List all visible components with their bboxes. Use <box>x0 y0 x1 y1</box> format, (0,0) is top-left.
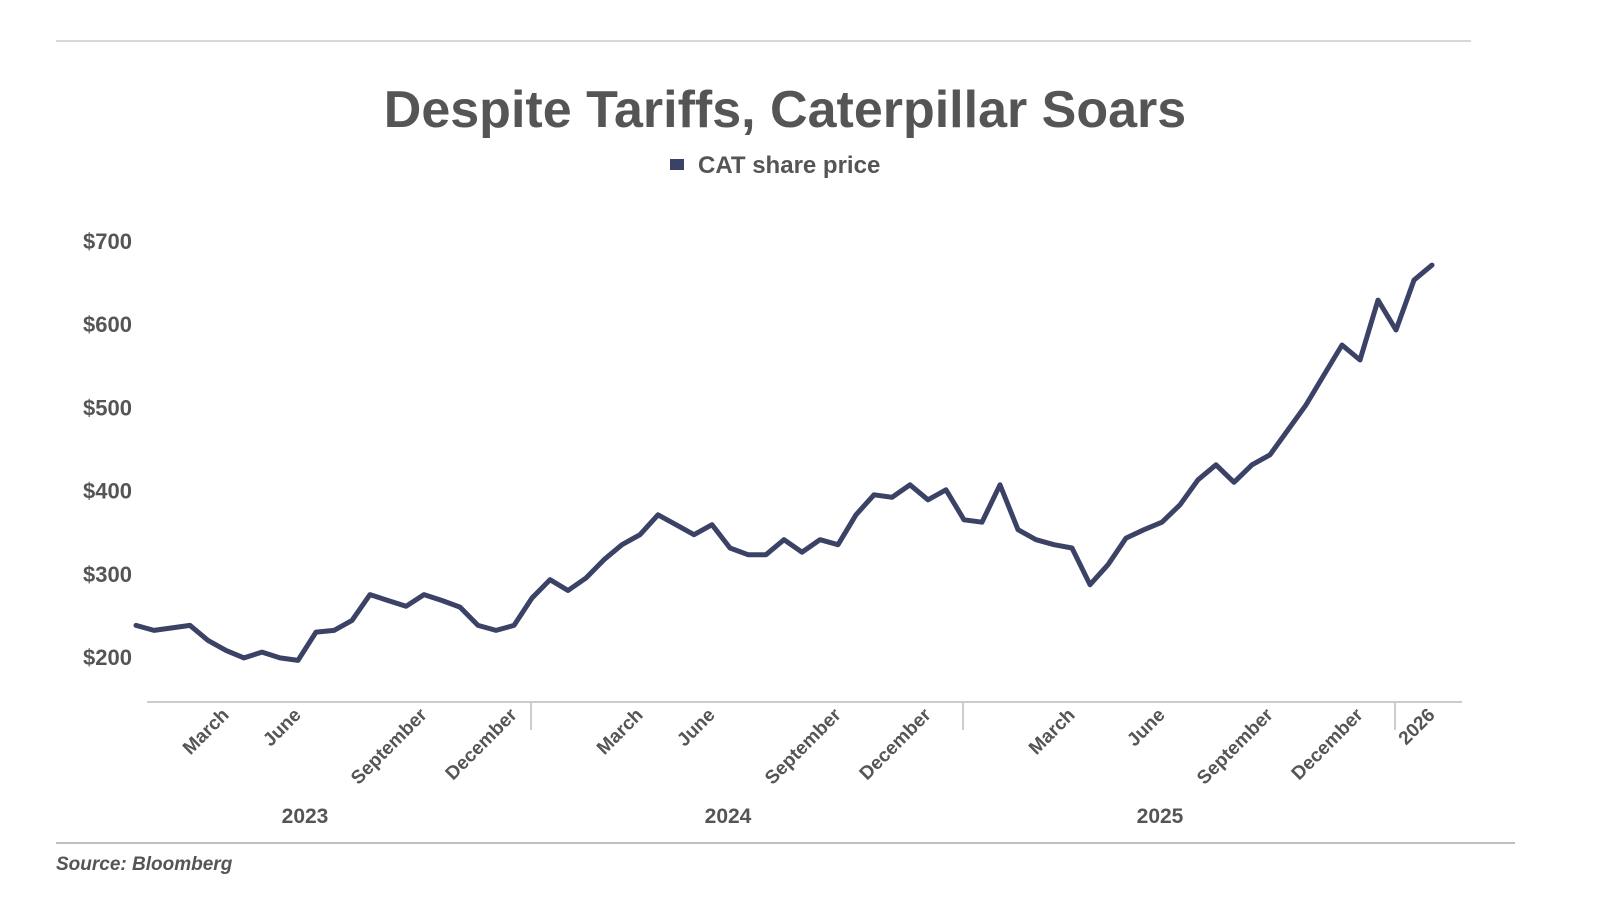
y-tick-label: $400 <box>83 479 132 504</box>
x-tick-label: March <box>1025 705 1079 759</box>
y-tick-label: $500 <box>83 395 132 420</box>
legend-swatch <box>670 159 684 170</box>
x-tick-label: December <box>442 704 522 784</box>
x-tick-label: December <box>856 704 936 784</box>
x-tick-label: March <box>593 705 647 759</box>
price-line <box>133 262 1435 663</box>
x-tick-label: June <box>259 705 305 751</box>
y-tick-label: $200 <box>83 645 132 670</box>
year-label: 2025 <box>1137 805 1184 828</box>
y-tick-label: $600 <box>83 312 132 337</box>
x-tick-label: September <box>761 704 846 789</box>
year-label: 2023 <box>282 805 329 828</box>
x-tick-label: 2026 <box>1395 705 1440 750</box>
source-note: Source: Bloomberg <box>56 854 233 875</box>
x-tick-label: March <box>179 705 233 759</box>
x-tick-label: September <box>1193 704 1278 789</box>
x-tick-label: June <box>673 705 719 751</box>
year-label: 2024 <box>705 805 752 828</box>
legend-label: CAT share price <box>698 152 880 179</box>
x-tick-label: June <box>1123 705 1169 751</box>
x-tick-label: December <box>1288 704 1368 784</box>
x-tick-label: September <box>347 704 432 789</box>
y-tick-label: $700 <box>83 229 132 254</box>
chart-title: Despite Tariffs, Caterpillar Soars <box>384 81 1186 139</box>
y-tick-label: $300 <box>83 562 132 587</box>
